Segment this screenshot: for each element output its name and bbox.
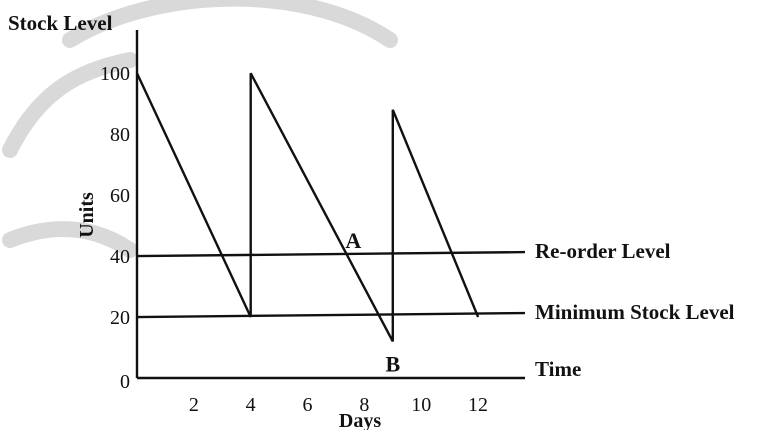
y-tick-label: 20 bbox=[110, 307, 130, 329]
y-tick-labels: 0 20 40 60 80 100 bbox=[100, 63, 130, 393]
annotations: AB bbox=[345, 228, 400, 376]
y-tick-label: 80 bbox=[110, 124, 130, 146]
x-axis-end-label: Time bbox=[535, 357, 581, 381]
x-tick-label: 10 bbox=[411, 394, 431, 416]
y-axis-label: Units bbox=[76, 192, 98, 238]
y-tick-label: 0 bbox=[120, 371, 130, 393]
x-tick-label: 2 bbox=[189, 394, 199, 416]
level-label-1: Minimum Stock Level bbox=[535, 300, 735, 324]
chart-title: Stock Level bbox=[8, 11, 113, 35]
level-line-1 bbox=[136, 311, 526, 319]
y-tick-label: 40 bbox=[110, 246, 130, 268]
watermark-arc bbox=[2, 0, 398, 258]
x-axis-label: Days bbox=[339, 410, 381, 430]
y-tick-label: 100 bbox=[100, 63, 130, 85]
level-labels: Re-order Level Minimum Stock Level bbox=[535, 239, 735, 324]
level-label-0: Re-order Level bbox=[535, 239, 671, 263]
level-lines bbox=[136, 250, 526, 319]
x-tick-label: 12 bbox=[468, 394, 488, 416]
y-tick-label: 60 bbox=[110, 185, 130, 207]
stock-series-line bbox=[135, 72, 480, 342]
x-tick-label: 8 bbox=[359, 394, 369, 416]
annotation-A: A bbox=[345, 228, 361, 253]
level-line-0 bbox=[136, 250, 526, 258]
x-tick-label: 4 bbox=[246, 394, 256, 416]
x-tick-label: 6 bbox=[303, 394, 313, 416]
annotation-B: B bbox=[385, 351, 400, 376]
x-tick-labels: 2 4 6 8 10 12 bbox=[189, 394, 488, 416]
